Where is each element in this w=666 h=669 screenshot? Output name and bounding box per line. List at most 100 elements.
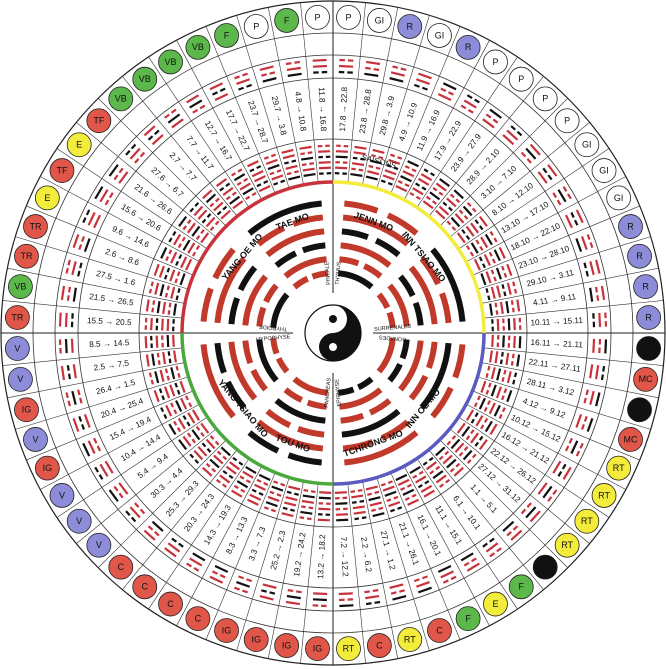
inner-hexagram-arc [311,270,329,280]
badge-label: P [542,94,548,104]
inner-hexagram-arc [200,287,214,322]
sector-divider [300,2,319,182]
hexagram-mark [491,334,522,349]
badge-label: MC [624,434,638,444]
inner-hexagram-arc [274,398,326,424]
sector-divider [76,429,216,544]
badge-label: R [407,21,414,31]
meridian-badge: GI [366,8,392,33]
hexagram-mark [160,395,193,419]
hexagram-mark [485,365,518,385]
meridian-badge: VB [158,49,183,75]
gland-label: THYMUS [335,261,343,285]
meridian-badge [532,554,558,580]
hexagram-mark [435,446,464,477]
inner-hexagram-arc [342,214,410,247]
date-label: 11.8 → 16.8 [317,87,328,132]
meridian-badge [636,336,662,361]
hexagram-mark [82,437,102,457]
gland-label: HYPOPHYSE [256,334,291,343]
hexagram-mark [583,389,601,407]
hexagram-mark [465,231,498,257]
meridian-badge: IG [14,397,39,423]
hexagram-mark [589,285,606,302]
inner-hexagram-arc [250,368,268,392]
sector-divider [176,466,262,626]
sector-divider [148,56,249,207]
meridian-badge: V [86,532,112,558]
inner-hexagram-arc [275,357,290,374]
badge-label: IG [313,643,323,653]
badge-label: RT [613,463,625,473]
hexagram-mark [537,164,558,184]
meridian-badge: V [4,336,30,361]
hexagram-mark [312,58,328,74]
badge-label: VB [192,42,204,52]
badge-label: R [642,282,649,292]
badge-label: E [492,599,498,609]
inner-hexagram-arc [270,292,290,329]
hexagram-mark [153,380,186,403]
sector-divider [362,7,399,184]
hexagram-mark [502,520,523,541]
hexagram-mark [145,299,177,316]
inner-hexagram-arc [256,225,286,247]
meridian-badge: E [66,132,92,158]
hexagram-mark [413,575,432,594]
hexagram-mark [94,460,114,480]
hexagram-mark [473,395,506,419]
badge-label: GI [614,193,624,203]
badge-label: C [118,562,125,572]
meridian-badge: TR [23,214,48,239]
inner-hexagram-arc [408,374,429,401]
sector-divider [482,267,659,304]
sector-divider [417,56,518,207]
hexagram-mark [215,456,244,488]
sector-divider [478,376,651,430]
sector-divider [176,40,262,200]
sector-divider [40,404,200,490]
meridian-badge: V [49,483,75,508]
hexagram-mark [263,153,286,186]
hexagram-mark [209,82,229,102]
inner-hexagram-arc [340,242,392,268]
meridian-badge: F [274,8,300,33]
badge-label: P [253,21,259,31]
meridian-badge: GI [591,158,617,183]
hexagram-mark [575,413,594,432]
meridian-badge: R [633,274,658,300]
yin-yang-icon [304,304,362,362]
meridian-badge: RT [574,508,600,534]
hexagram-mark [72,234,91,253]
badge-label: V [32,434,38,444]
sector-divider [482,362,659,399]
sector-divider [459,148,610,249]
badge-label: C [142,582,149,592]
meridian-badge: C [132,574,158,600]
inner-hexagram-arc [212,247,236,280]
hexagram-mark [489,299,521,316]
hexagram-mark [143,520,164,541]
meridian-badge: V [8,366,33,392]
hexagram-mark [148,365,181,385]
meridian-badge: TF [49,158,75,183]
badge-label: GI [582,140,592,150]
hexagram-mark [125,143,146,164]
hexagram-mark [350,145,367,177]
badge-label: TF [56,165,67,175]
hexagram-mark [164,537,184,558]
meridian-badge: VB [132,66,158,92]
badge-label: V [14,343,20,353]
hexagram-mark [299,489,316,521]
inner-hexagram-arc [270,337,280,355]
hexagram-mark [413,72,432,91]
meridian-badge: RT [606,455,632,481]
meridian-badge: F [508,574,534,600]
hexagram-mark [480,263,513,286]
sector-divider [376,15,430,188]
hexagram-mark [60,285,77,302]
hexagram-mark [395,160,419,193]
hexagram-mark [189,435,220,464]
badge-label: MC [639,374,653,384]
inner-hexagram-arc [376,337,396,374]
